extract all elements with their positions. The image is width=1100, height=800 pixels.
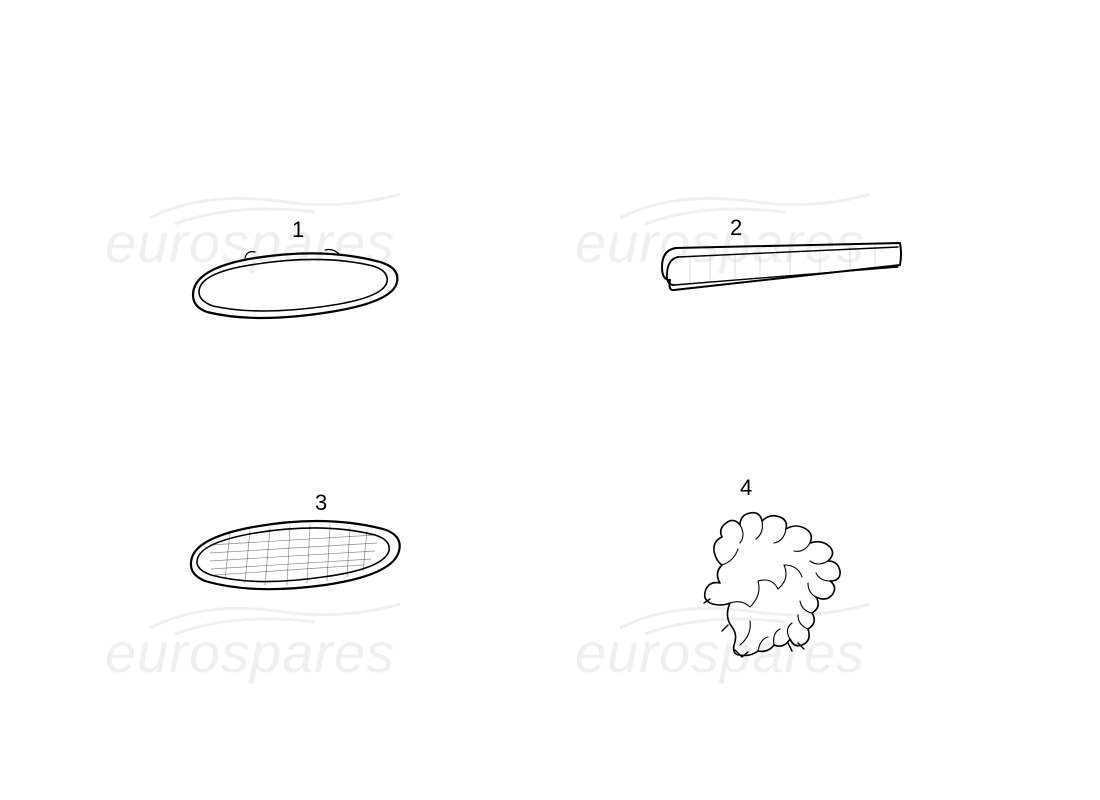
part-mesh-oval-grille: [175, 505, 410, 600]
watermark: eurospares: [105, 620, 395, 685]
part-oval-bezel-ring: [175, 240, 405, 330]
swoosh-icon: [145, 598, 405, 638]
part-prancing-horse-badge: [680, 495, 850, 665]
swoosh-icon: [145, 188, 405, 228]
swoosh-icon: [615, 188, 875, 228]
watermark-text: eurospares: [105, 621, 395, 684]
part-rolled-tube-trim: [650, 235, 910, 305]
